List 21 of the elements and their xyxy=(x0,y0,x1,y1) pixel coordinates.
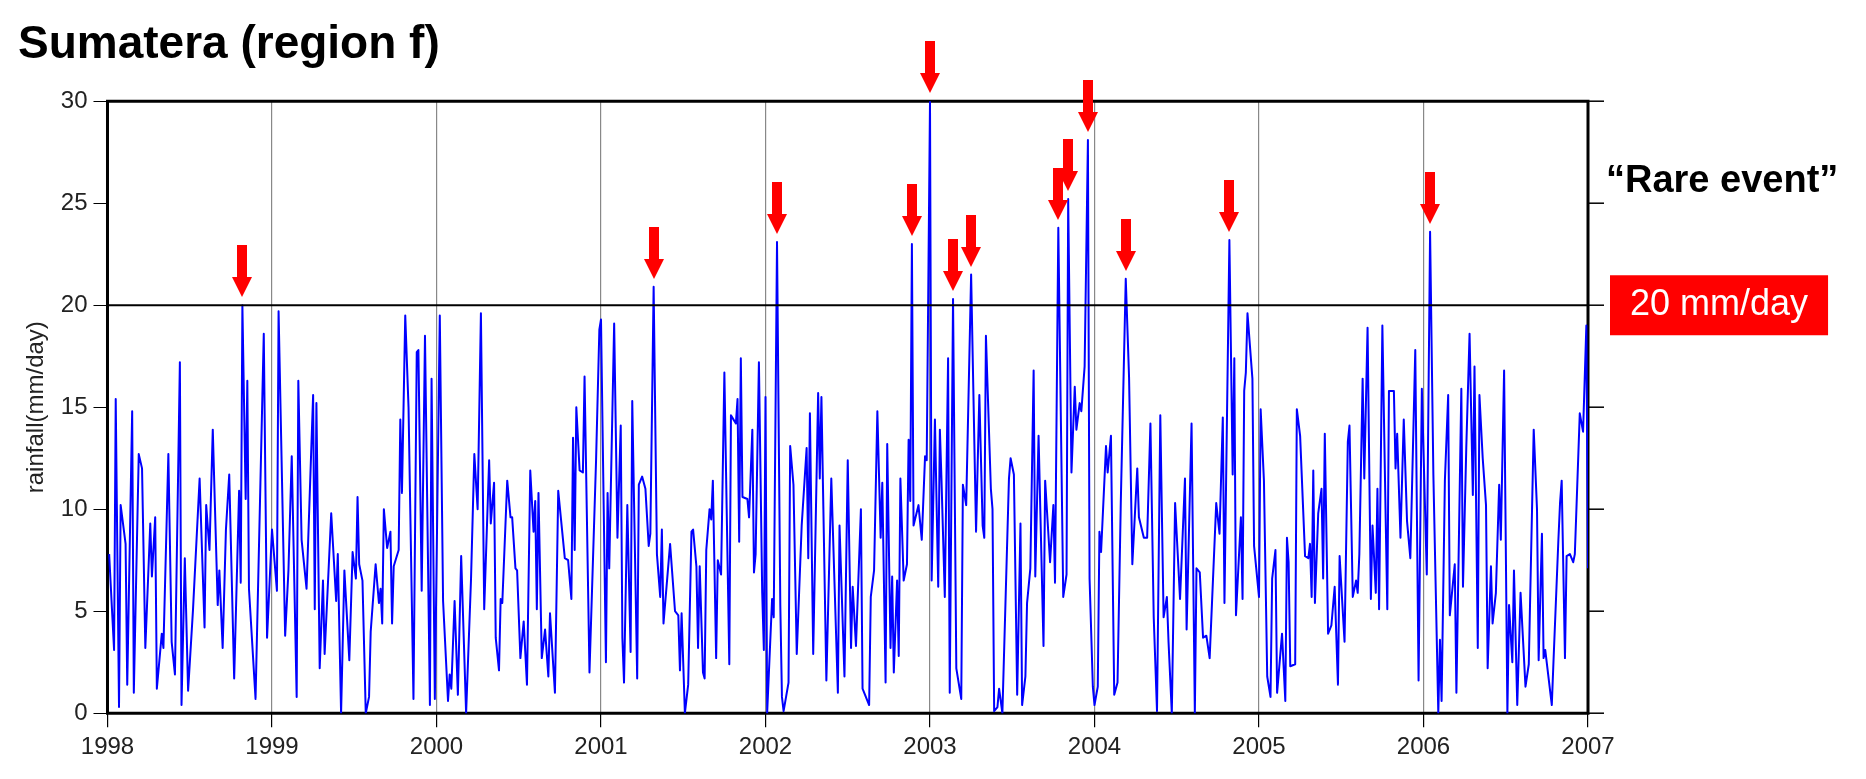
x-tick-label: 2001 xyxy=(574,732,628,760)
x-tick-label: 2005 xyxy=(1232,732,1286,760)
x-tick-label: 1998 xyxy=(80,732,135,760)
y-tick-label: 30 xyxy=(60,85,88,113)
x-tick-label: 2007 xyxy=(1561,732,1615,760)
chart-title: Sumatera (region f) xyxy=(18,16,440,69)
x-tick-label: 1999 xyxy=(245,732,299,760)
y-tick-label: 5 xyxy=(74,595,88,623)
y-tick-label: 10 xyxy=(60,493,88,521)
y-tick-label: 20 xyxy=(60,289,88,317)
x-tick-label: 2000 xyxy=(409,732,464,760)
y-tick-label: 25 xyxy=(60,187,88,215)
y-tick-label: 15 xyxy=(60,391,88,419)
y-tick-label: 0 xyxy=(74,697,88,725)
x-tick-label: 2003 xyxy=(903,732,957,760)
text: “Rare event” xyxy=(1606,157,1839,200)
ref-line-label: 20 mm/day xyxy=(1630,282,1809,324)
x-tick-label: 2006 xyxy=(1396,732,1451,760)
x-tick-label: 2004 xyxy=(1067,732,1122,760)
x-tick-label: 2002 xyxy=(738,732,793,760)
y-axis-title: rainfall(mm/day) xyxy=(21,321,49,494)
